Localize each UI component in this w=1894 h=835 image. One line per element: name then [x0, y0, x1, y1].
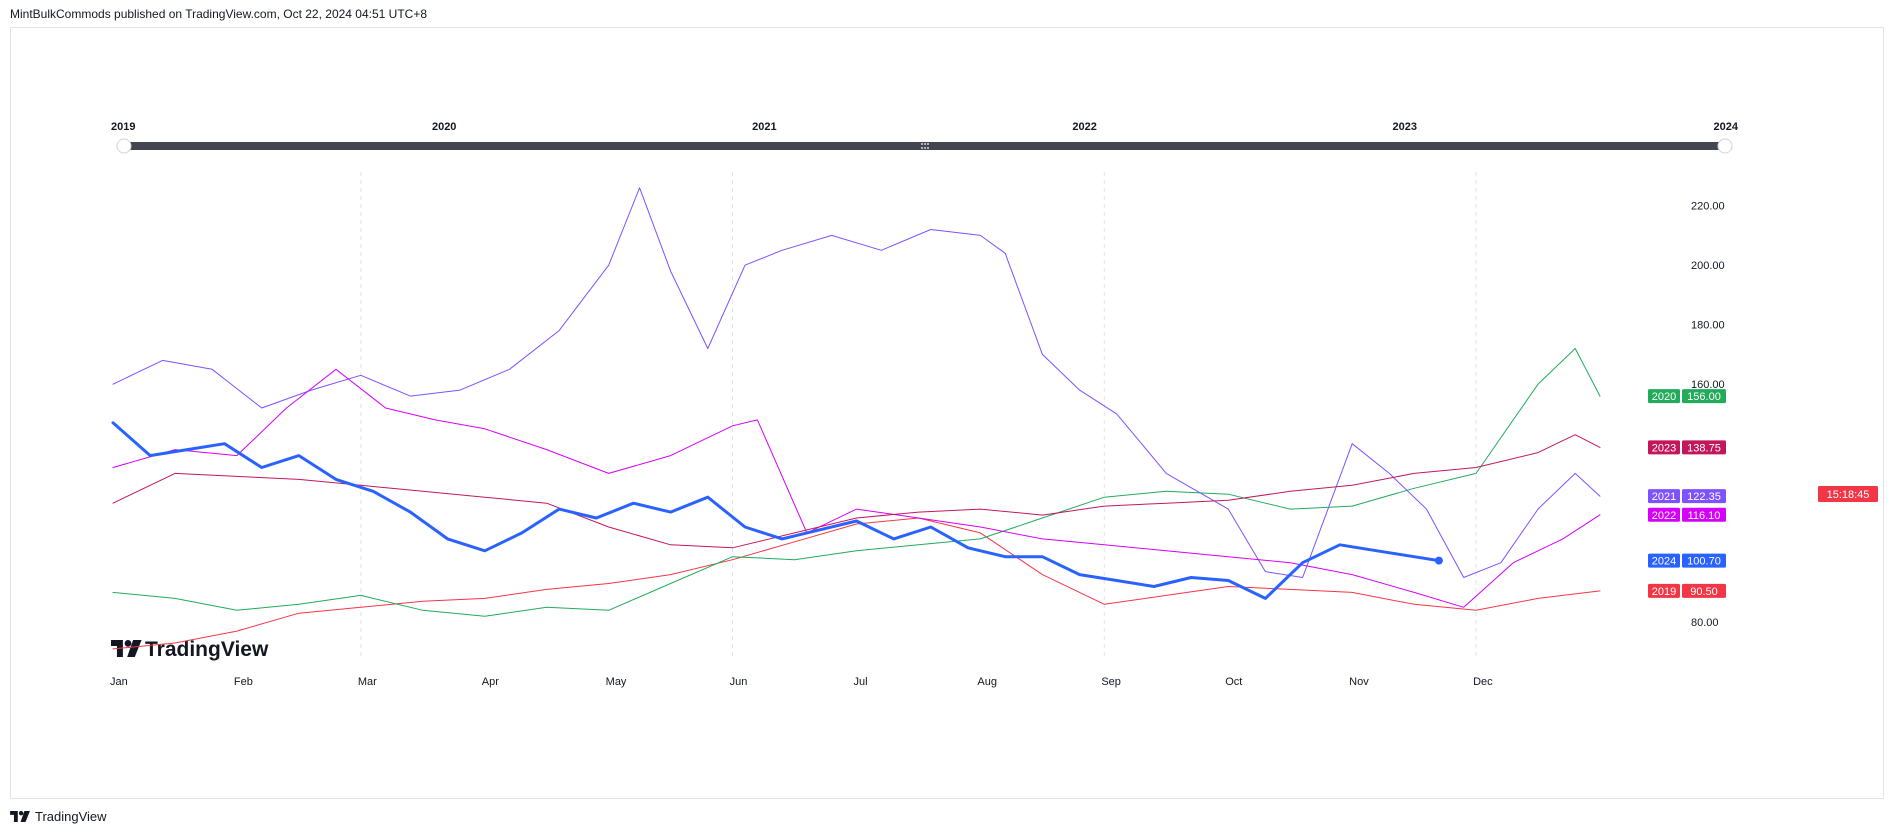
countdown-clock-bg [1818, 486, 1878, 502]
timeline-year-label: 2024 [1714, 121, 1739, 133]
y-tick-label: 80.00 [1691, 617, 1719, 629]
series-layer [111, 187, 1601, 650]
series-badges: 2020 156.00 2023 138.75 2021 122.35 2022 116.10… [1648, 389, 1878, 598]
series-badge-value-bg [1682, 507, 1726, 522]
timeline-year-label: 2021 [752, 121, 776, 133]
chart-frame [10, 27, 1884, 799]
countdown-clock-badge: 15:18:45 [1818, 486, 1878, 502]
timeline-track [124, 142, 1725, 150]
series-badge-value-bg [1682, 583, 1726, 598]
y-tick-label: 180.00 [1691, 320, 1725, 332]
tradingview-logo-icon [10, 811, 30, 822]
series-badge-value: 122.35 [1687, 491, 1721, 503]
publisher-header: MintBulkCommods published on TradingView… [10, 7, 427, 21]
x-tick-label: Jan [110, 676, 128, 688]
x-tick-label: May [606, 676, 627, 688]
x-tick-label: Feb [234, 676, 253, 688]
timeline-right-handle[interactable] [1717, 138, 1733, 154]
x-tick-label: Sep [1101, 676, 1121, 688]
series-badge-year: 2021 [1652, 491, 1676, 503]
series-line-2019 [112, 517, 1601, 650]
x-tick-label: Jul [854, 676, 868, 688]
tradingview-watermark: TradingView [111, 638, 269, 661]
countdown-clock-text: 15:18:45 [1827, 489, 1870, 501]
y-tick-label: 200.00 [1691, 260, 1725, 272]
series-badge-value-bg [1682, 389, 1726, 404]
series-badge-2019: 2019 90.50 [1648, 583, 1726, 598]
y-tick-label: 160.00 [1691, 379, 1725, 391]
series-endpoint-2024 [1434, 556, 1443, 565]
series-badge-year-bg [1648, 489, 1680, 504]
footer-brand-text: TradingView [35, 809, 107, 824]
timeline-year-label: 2019 [111, 121, 135, 133]
series-badge-2020: 2020 156.00 [1648, 389, 1726, 404]
timeline-scrollbar[interactable]: 2019 2020 2021 2022 2023 2024 [111, 121, 1739, 154]
x-tick-label: Apr [482, 676, 499, 688]
series-line-2021 [112, 187, 1601, 578]
series-badge-value-bg [1682, 440, 1726, 455]
series-badge-value: 156.00 [1687, 391, 1721, 403]
series-badge-value: 138.75 [1687, 442, 1721, 454]
price-axis: 80.00 160.00 180.00 200.00 220.00 [1691, 201, 1725, 629]
watermark-text: TradingView [145, 638, 269, 661]
series-line-2023 [112, 434, 1601, 549]
timeline-year-label: 2022 [1072, 121, 1096, 133]
x-tick-label: Jun [730, 676, 748, 688]
series-badge-value: 100.70 [1687, 556, 1721, 568]
series-badge-year: 2022 [1652, 510, 1676, 522]
grip-icon [921, 143, 929, 149]
series-badge-year-bg [1648, 389, 1680, 404]
x-tick-label: Dec [1473, 676, 1493, 688]
series-line-2022 [112, 368, 1601, 608]
series-line-2024 [111, 421, 1441, 600]
timeline-year-label: 2020 [432, 121, 456, 133]
series-badge-2023: 2023 138.75 [1648, 440, 1726, 455]
series-badge-year: 2019 [1652, 586, 1676, 598]
series-line-2020 [112, 348, 1601, 617]
series-badge-2021: 2021 122.35 [1648, 489, 1726, 504]
series-badge-value-bg [1682, 489, 1726, 504]
series-badge-value: 90.50 [1690, 586, 1718, 598]
series-badge-year: 2024 [1652, 556, 1676, 568]
x-tick-label: Mar [358, 676, 377, 688]
series-badge-year: 2023 [1652, 442, 1676, 454]
time-axis: Jan Feb Mar Apr May Jun Jul Aug Sep Oct Nov Dec [110, 676, 1493, 688]
series-badge-value: 116.10 [1688, 510, 1721, 522]
footer-brand: TradingView [10, 809, 107, 824]
series-badge-year-bg [1648, 440, 1680, 455]
timeline-left-handle[interactable] [116, 138, 132, 154]
x-tick-label: Nov [1349, 676, 1369, 688]
series-badge-2022: 2022 116.10 [1648, 507, 1726, 522]
timeline-year-label: 2023 [1393, 121, 1417, 133]
series-badge-year-bg [1648, 583, 1680, 598]
grid-layer [360, 172, 1477, 660]
x-tick-label: Aug [977, 676, 997, 688]
x-tick-label: Oct [1225, 676, 1242, 688]
series-badge-year: 2020 [1652, 391, 1676, 403]
y-tick-label: 220.00 [1691, 201, 1725, 213]
series-badge-year-bg [1648, 553, 1680, 568]
series-badge-year-bg [1648, 507, 1680, 522]
series-badge-2024: 2024 100.70 [1648, 553, 1726, 568]
series-badge-value-bg [1682, 553, 1726, 568]
